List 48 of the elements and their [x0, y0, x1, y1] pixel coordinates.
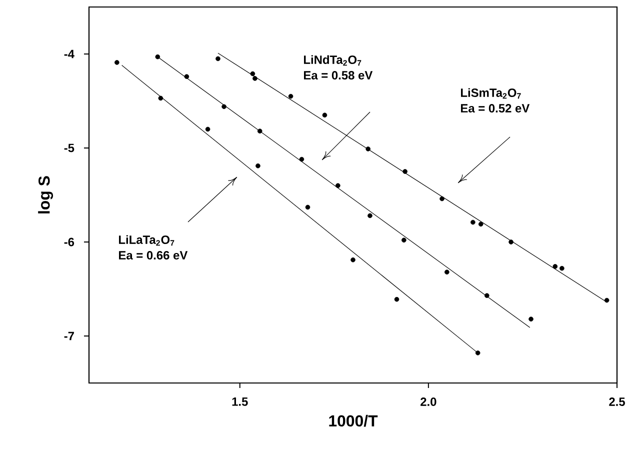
point [350, 257, 356, 262]
point [256, 163, 260, 168]
x-tick-label: 1.5 [232, 398, 248, 406]
point [484, 293, 490, 298]
annotation: LiNdTa$_{2}$O$_{7}$ [304, 55, 362, 66]
x-axis-title: 1000/T [329, 414, 378, 427]
point [205, 126, 210, 132]
point [475, 350, 480, 356]
point [478, 222, 484, 227]
y-tick-label: -6 [64, 238, 74, 246]
point [528, 316, 534, 322]
point [184, 74, 190, 79]
y-tick-label: -4 [64, 50, 74, 58]
point [508, 240, 514, 244]
x-tick-label: 2.5 [609, 398, 625, 406]
annotation: LiSmTa$_{2}$O$_{7}$ [461, 88, 521, 99]
y-axis-title: log S [38, 176, 54, 214]
point [305, 204, 310, 210]
y-tick-label: -7 [64, 332, 74, 340]
point [114, 60, 120, 65]
point [216, 56, 220, 62]
point [368, 213, 372, 218]
point [366, 146, 370, 152]
annotation: LiLaTa$_{2}$O$_{7}$ [119, 235, 174, 246]
x-tick-label: 2.0 [420, 398, 436, 406]
point [440, 196, 444, 202]
point [158, 96, 164, 101]
annotation: Ea = 0.58 eV [304, 71, 373, 80]
annotation: Ea = 0.52 eV [461, 104, 530, 113]
point [394, 296, 400, 302]
point [604, 298, 610, 303]
point [470, 220, 476, 225]
point [155, 54, 160, 60]
y-tick-label: -5 [64, 144, 74, 152]
point [560, 266, 564, 271]
point [444, 270, 450, 274]
point [252, 76, 258, 81]
point [299, 156, 304, 162]
point [402, 238, 406, 243]
point [257, 128, 262, 134]
point [222, 104, 226, 110]
point [322, 112, 328, 118]
point [250, 71, 256, 76]
point [552, 264, 558, 269]
point [288, 94, 294, 99]
point [336, 183, 340, 188]
annotation: Ea = 0.66 eV [119, 251, 188, 260]
point [402, 169, 408, 174]
